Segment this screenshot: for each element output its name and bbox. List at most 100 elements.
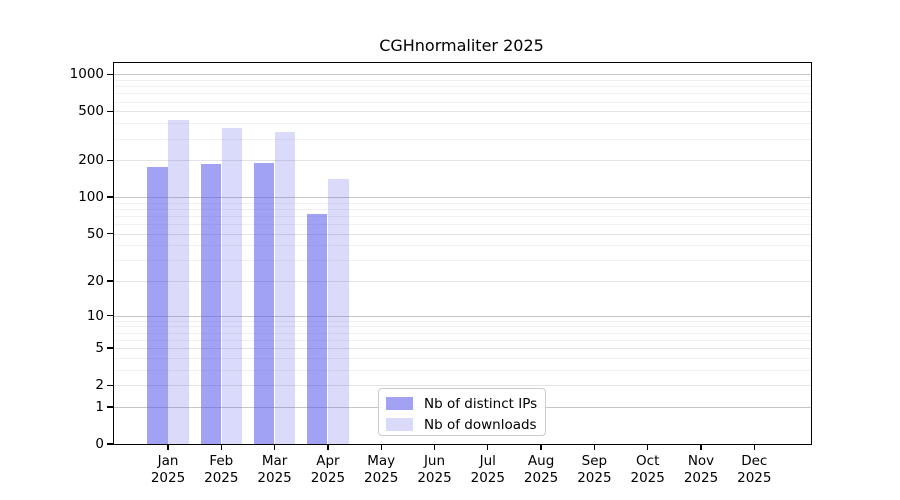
gridline-minor — [114, 320, 811, 322]
x-axis-tick-label: Jun 2025 — [400, 453, 470, 487]
gridline-minor — [114, 215, 811, 217]
x-tick-year: 2025 — [150, 470, 186, 486]
gridline-sub — [114, 233, 811, 235]
x-axis-tick — [380, 444, 382, 450]
x-tick-year: 2025 — [364, 470, 399, 486]
gridline-minor — [114, 138, 811, 140]
y-axis-tick-label: 50 — [86, 225, 104, 242]
bar-distinct-ips — [253, 162, 275, 444]
bar-distinct-ips — [200, 163, 221, 444]
gridline-sub — [114, 160, 811, 162]
x-tick-month: Jun — [423, 453, 446, 469]
x-tick-month: Nov — [687, 453, 715, 469]
gridline-minor — [114, 86, 811, 88]
x-axis-tick-label: Nov 2025 — [666, 453, 736, 487]
gridline-minor — [114, 357, 811, 359]
gridline-sub — [114, 281, 811, 283]
x-axis-tick-label: Dec 2025 — [719, 453, 789, 487]
y-axis-tick-label: 1 — [95, 398, 104, 415]
bar-distinct-ips — [307, 213, 328, 444]
x-axis-tick — [753, 444, 755, 450]
x-tick-year: 2025 — [630, 470, 665, 486]
y-axis-tick-label: 0 — [95, 436, 104, 452]
x-axis-tick — [433, 444, 436, 450]
legend-label-downloads: Nb of downloads — [424, 416, 537, 433]
x-tick-month: Mar — [261, 453, 288, 469]
y-axis-tick-label: 20 — [86, 273, 104, 290]
y-axis-tick — [106, 110, 114, 113]
x-tick-year: 2025 — [523, 470, 559, 486]
bar-downloads — [221, 127, 242, 444]
y-axis-tick — [106, 232, 114, 235]
x-tick-month: Sep — [581, 453, 608, 469]
x-tick-year: 2025 — [257, 470, 292, 486]
x-tick-year: 2025 — [577, 470, 612, 486]
x-tick-year: 2025 — [470, 470, 505, 486]
y-axis-tick-label: 2 — [95, 377, 104, 394]
gridline-minor — [114, 208, 811, 210]
y-axis-tick — [106, 347, 114, 349]
x-tick-month: Jul — [479, 453, 496, 469]
y-axis-tick-label: 500 — [78, 103, 104, 120]
x-axis-tick — [487, 444, 489, 450]
gridline-minor — [114, 101, 811, 103]
x-axis-tick-label: Oct 2025 — [613, 453, 683, 487]
gridline-minor — [114, 202, 811, 204]
x-axis-tick — [593, 444, 596, 450]
x-axis-tick-label: Sep 2025 — [559, 453, 629, 487]
x-axis-tick — [327, 444, 329, 450]
y-axis-tick-label: 100 — [78, 189, 104, 206]
legend-item-downloads: Nb of downloads — [386, 415, 539, 434]
y-axis-tick-label: 1000 — [69, 66, 104, 83]
gridline-minor — [114, 332, 811, 334]
y-axis-tick — [106, 443, 114, 445]
x-axis-tick — [540, 444, 542, 450]
legend-swatch-downloads-icon — [386, 418, 413, 431]
gridline-sub — [114, 348, 811, 350]
y-axis-tick — [106, 196, 114, 198]
x-tick-year: 2025 — [683, 470, 719, 486]
gridline-minor — [114, 339, 811, 341]
legend: Nb of distinct IPs Nb of downloads — [378, 388, 546, 436]
x-tick-month: Oct — [636, 453, 660, 469]
y-axis-tick — [106, 280, 114, 282]
x-axis-tick-label: May 2025 — [346, 453, 416, 487]
x-axis-tick — [220, 444, 222, 450]
gridline-minor — [114, 260, 811, 262]
x-tick-month: Dec — [741, 453, 768, 469]
legend-swatch-distinct-ips-icon — [386, 397, 413, 410]
y-axis-tick-label: 200 — [78, 152, 104, 169]
gridline-minor — [114, 326, 811, 328]
bar-downloads — [328, 178, 349, 444]
bar-downloads — [275, 131, 296, 444]
x-axis-tick-label: Feb 2025 — [186, 453, 256, 487]
y-axis-tick — [106, 159, 114, 161]
x-axis-tick — [273, 444, 276, 450]
x-tick-year: 2025 — [310, 470, 346, 486]
x-tick-year: 2025 — [737, 470, 772, 486]
x-tick-month: Jan — [157, 453, 179, 469]
y-axis-tick — [106, 315, 114, 317]
gridline-sub — [114, 385, 811, 387]
x-tick-month: Feb — [209, 453, 234, 469]
gridline-major — [114, 315, 811, 317]
x-axis-tick-label: Apr 2025 — [293, 453, 363, 487]
x-axis-tick — [647, 444, 649, 450]
x-tick-year: 2025 — [204, 470, 239, 486]
gridline-minor — [114, 123, 811, 125]
y-axis-tick — [106, 384, 114, 386]
x-axis-tick — [167, 444, 169, 450]
bar-downloads — [168, 120, 189, 444]
y-axis-tick-label: 5 — [95, 340, 104, 357]
bar-distinct-ips — [147, 167, 168, 444]
x-tick-year: 2025 — [417, 470, 452, 486]
x-tick-month: May — [367, 453, 396, 469]
legend-label-distinct-ips: Nb of distinct IPs — [424, 395, 538, 412]
legend-item-distinct-ips: Nb of distinct IPs — [386, 394, 539, 413]
y-axis-tick — [106, 406, 114, 408]
x-axis-tick-label: Aug 2025 — [506, 453, 576, 487]
x-tick-month: Apr — [316, 453, 340, 469]
chart-title: CGHnormaliter 2025 — [379, 36, 544, 55]
x-axis-tick-label: Jul 2025 — [453, 453, 523, 487]
gridline-minor — [114, 93, 811, 95]
